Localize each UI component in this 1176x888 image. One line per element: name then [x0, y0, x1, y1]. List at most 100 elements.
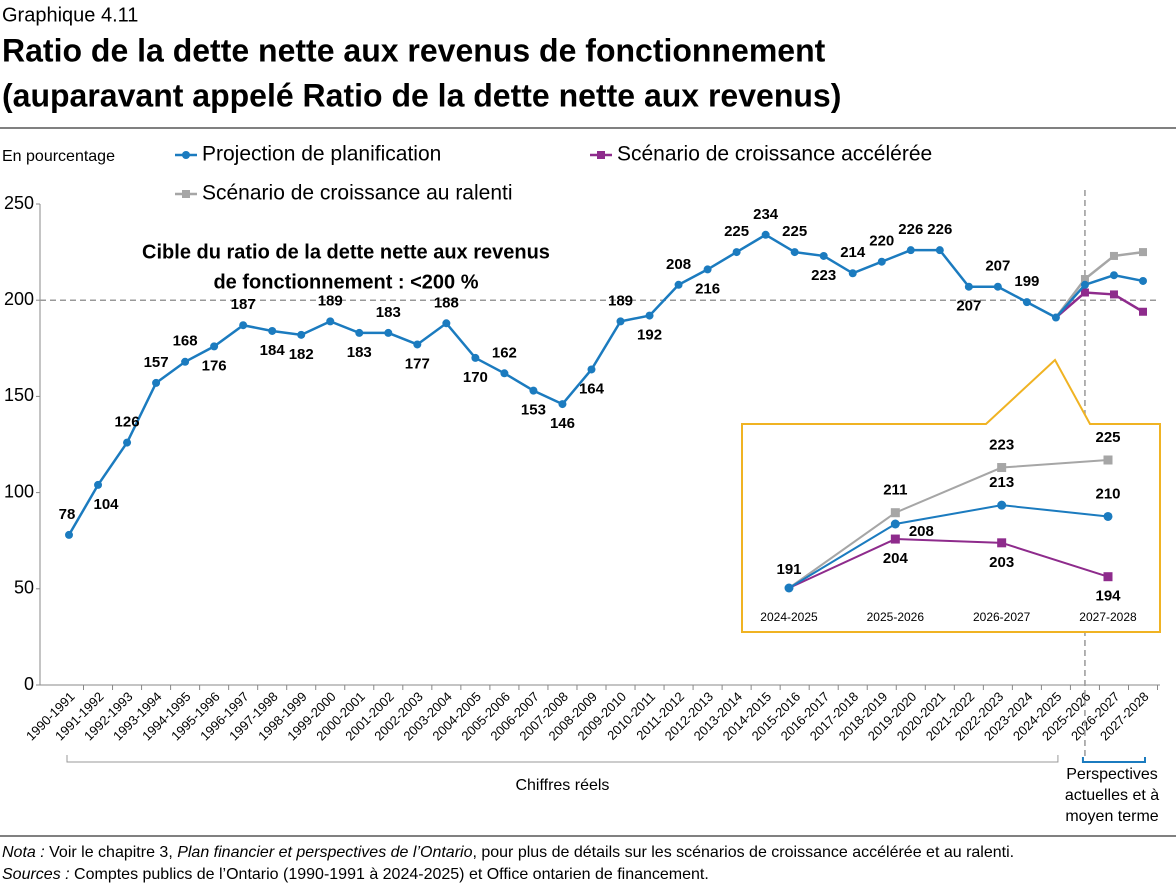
- point: [1109, 290, 1118, 299]
- legend-label: Scénario de croissance au ralenti: [202, 182, 513, 205]
- data-label: 168: [173, 333, 198, 350]
- point: [732, 248, 741, 257]
- point: [877, 257, 886, 266]
- data-label: 220: [869, 233, 894, 250]
- inset-data-label: 204: [883, 550, 909, 567]
- point: [890, 534, 900, 544]
- point: [1103, 572, 1113, 582]
- note-text: , pour plus de détails sur les scénarios…: [472, 844, 1014, 861]
- y-tick-label: 250: [4, 193, 34, 213]
- data-label: 216: [695, 280, 720, 297]
- point: [297, 330, 306, 339]
- point: [500, 369, 509, 378]
- series-line: [788, 504, 1109, 589]
- data-label: 177: [405, 355, 430, 372]
- series-line: [788, 538, 1109, 589]
- point: [1103, 511, 1113, 521]
- inset-box: [741, 358, 1161, 633]
- data-label: 208: [666, 256, 691, 273]
- data-label: 225: [724, 223, 749, 240]
- inset-data-label: 203: [989, 554, 1014, 571]
- legend-label: Scénario de croissance accélérée: [617, 143, 932, 166]
- legend-label: Projection de planification: [202, 143, 441, 166]
- point: [645, 311, 654, 320]
- point: [890, 508, 900, 518]
- note-text: Voir le chapitre 3,: [45, 844, 178, 861]
- group-bracket: [66, 755, 1059, 763]
- data-label: 214: [840, 244, 866, 261]
- data-label: 207: [985, 258, 1010, 275]
- point: [1051, 313, 1060, 322]
- y-tick-label: 150: [4, 385, 34, 405]
- note-italic: Plan financier et perspectives de l’Onta…: [177, 844, 472, 861]
- data-label: 104: [94, 496, 120, 513]
- data-label: 223: [811, 267, 836, 284]
- point: [935, 246, 944, 255]
- series-line: [1054, 250, 1144, 319]
- inset-x-label: 2026-2027: [973, 610, 1031, 624]
- inset-data-label: 225: [1095, 429, 1120, 446]
- point: [94, 480, 103, 489]
- point: [1022, 298, 1031, 307]
- data-label: 126: [115, 414, 140, 431]
- data-label: 225: [782, 223, 807, 240]
- point: [964, 282, 973, 291]
- data-label: 164: [579, 380, 605, 397]
- legend-marker: [182, 151, 190, 159]
- sources-text: Comptes publics de l’Ontario (1990-1991 …: [70, 866, 709, 883]
- sources-label: Sources :: [2, 866, 70, 883]
- chart-title: Ratio de la dette nette aux revenus de f…: [2, 32, 826, 68]
- data-label: 226: [898, 221, 923, 238]
- point: [181, 357, 190, 366]
- point: [674, 280, 683, 289]
- chart-label: Graphique 4.11: [2, 4, 138, 26]
- group-bracket: [1081, 757, 1146, 763]
- point: [890, 519, 900, 529]
- data-label: 199: [1014, 273, 1039, 290]
- point: [1139, 248, 1147, 257]
- series-line: [67, 233, 1144, 536]
- point: [1139, 276, 1147, 285]
- group-label: Chiffres réels: [515, 777, 609, 794]
- point: [997, 500, 1007, 510]
- point: [65, 530, 73, 539]
- series-line: [1055, 291, 1144, 319]
- data-label: 183: [376, 304, 401, 321]
- inset-data-label: 194: [1095, 588, 1121, 605]
- data-label: 146: [550, 415, 575, 432]
- point: [268, 326, 277, 335]
- point: [784, 583, 794, 593]
- group-label: actuelles et à: [1065, 787, 1159, 804]
- data-label: 153: [521, 402, 546, 419]
- inset-data-label: 210: [1095, 485, 1120, 502]
- point: [123, 438, 132, 447]
- inset-data-label: 208: [909, 523, 934, 540]
- chart-title: (auparavant appelé Ratio de la dette net…: [2, 77, 841, 113]
- group-label: Perspectives: [1066, 766, 1158, 783]
- point: [587, 365, 596, 374]
- point: [210, 342, 219, 351]
- point: [471, 353, 480, 362]
- series-line: [788, 459, 1109, 589]
- point: [906, 246, 915, 255]
- point: [1109, 271, 1118, 280]
- inset-x-label: 2024-2025: [760, 610, 818, 624]
- data-label: 234: [753, 206, 779, 223]
- point: [355, 328, 364, 337]
- point: [848, 269, 857, 278]
- inset-x-label: 2025-2026: [867, 610, 925, 624]
- y-tick-label: 50: [14, 578, 34, 598]
- point: [997, 538, 1007, 548]
- inset-data-label: 211: [883, 482, 907, 499]
- note: Nota : Voir le chapitre 3, Plan financie…: [2, 844, 1014, 861]
- data-label: 187: [231, 296, 256, 313]
- point: [239, 321, 248, 330]
- point: [1139, 307, 1147, 316]
- target-label: de fonctionnement : <200 %: [213, 271, 478, 293]
- point: [993, 282, 1002, 291]
- sources: Sources : Comptes publics de l’Ontario (…: [2, 866, 709, 883]
- point: [703, 265, 712, 274]
- y-tick-label: 200: [4, 289, 34, 309]
- y-axis-title: En pourcentage: [2, 148, 115, 165]
- data-label: 207: [956, 298, 981, 315]
